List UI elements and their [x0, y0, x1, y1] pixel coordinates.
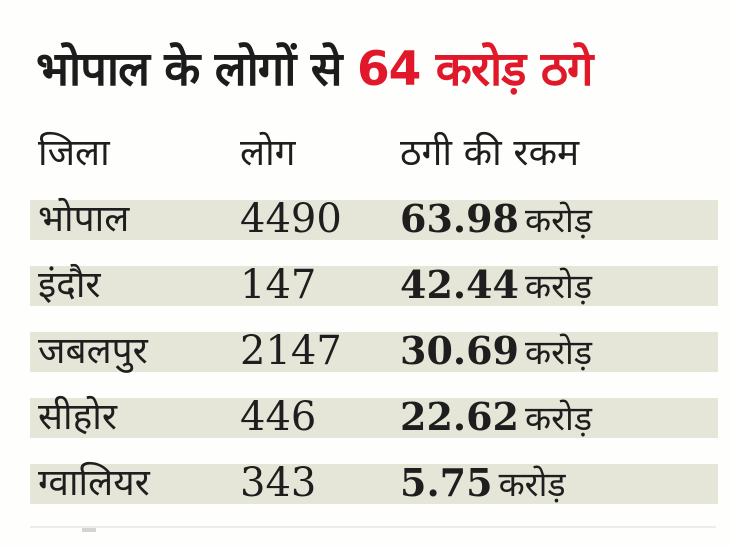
row-band — [30, 266, 718, 306]
table-row: भोपाल 4490 63.98 करोड़ — [0, 186, 730, 252]
district-cell: ग्वालियर — [38, 461, 150, 504]
column-header-district: जिला — [38, 131, 110, 174]
people-cell: 4490 — [240, 196, 342, 242]
amount-value: 63.98 — [400, 196, 519, 241]
district-cell: इंदौर — [38, 263, 101, 306]
table-row: सीहोर 446 22.62 करोड़ — [0, 384, 730, 450]
table-row: इंदौर 147 42.44 करोड़ — [0, 252, 730, 318]
people-cell: 343 — [240, 460, 317, 506]
amount-value: 5.75 — [400, 460, 493, 505]
table-row: ग्वालियर 343 5.75 करोड़ — [0, 450, 730, 516]
amount-value: 42.44 — [400, 262, 519, 307]
amount-value: 30.69 — [400, 328, 519, 373]
bottom-divider — [30, 526, 716, 528]
column-header-people: लोग — [240, 131, 296, 174]
column-header-amount: ठगी की रकम — [400, 131, 580, 174]
amount-unit: करोड़ — [525, 201, 593, 241]
headline: भोपाल के लोगों से 64 करोड़ ठगे — [36, 30, 593, 110]
table-row: जबलपुर 2147 30.69 करोड़ — [0, 318, 730, 384]
amount-unit: करोड़ — [525, 399, 593, 439]
people-cell: 2147 — [240, 328, 342, 374]
row-band — [30, 398, 718, 438]
amount-cell: 30.69 करोड़ — [400, 318, 592, 384]
amount-value: 22.62 — [400, 394, 519, 439]
row-band — [30, 464, 718, 504]
row-band — [30, 332, 718, 372]
amount-cell: 22.62 करोड़ — [400, 384, 592, 450]
district-cell: सीहोर — [38, 395, 117, 438]
people-cell: 147 — [240, 262, 317, 308]
headline-red-text: 64 करोड़ ठगे — [356, 42, 594, 97]
bottom-decoration — [82, 528, 96, 532]
district-cell: जबलपुर — [38, 329, 148, 372]
amount-cell: 63.98 करोड़ — [400, 186, 592, 252]
headline-black-text: भोपाल के लोगों से — [36, 42, 343, 97]
amount-cell: 5.75 करोड़ — [400, 450, 566, 516]
fraud-table: जिला लोग ठगी की रकम भोपाल 4490 63.98 करोड… — [0, 120, 730, 516]
amount-cell: 42.44 करोड़ — [400, 252, 592, 318]
amount-unit: करोड़ — [498, 465, 566, 505]
table-header-row: जिला लोग ठगी की रकम — [0, 120, 730, 186]
amount-unit: करोड़ — [525, 333, 593, 373]
district-cell: भोपाल — [38, 197, 130, 240]
amount-unit: करोड़ — [525, 267, 593, 307]
people-cell: 446 — [240, 394, 317, 440]
row-band — [30, 200, 718, 240]
